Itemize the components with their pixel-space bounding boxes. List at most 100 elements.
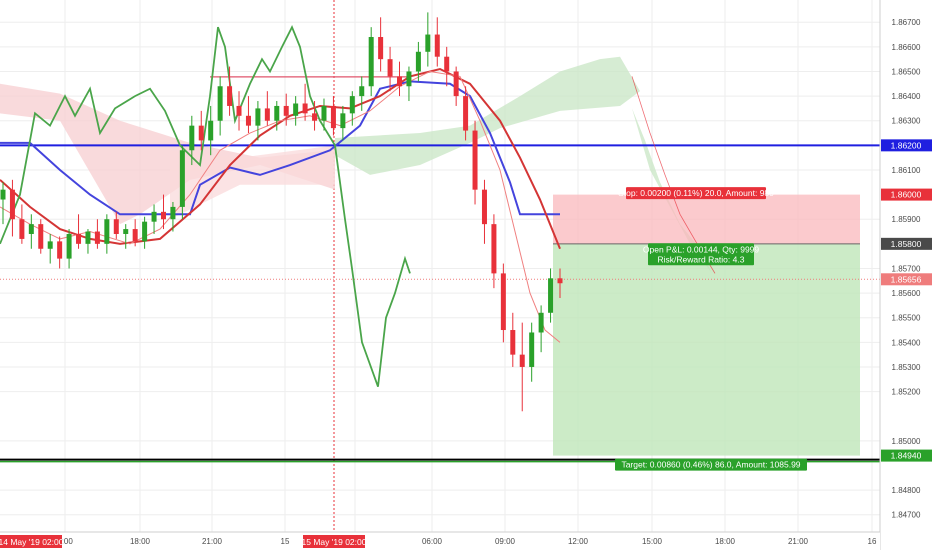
date-tag xyxy=(303,535,365,548)
pnl-label-box xyxy=(648,243,754,266)
candle-body xyxy=(123,229,129,234)
candle-body xyxy=(189,125,195,151)
date-tag-label: 14 May '19 02:00 xyxy=(0,537,64,547)
candle-body xyxy=(463,96,469,131)
price-tick-label: 1.85900 xyxy=(892,215,921,224)
position-labels: Stop: 0.00200 (0.11%) 20.0, Amount: 980 O… xyxy=(615,187,807,471)
date-tag-label: 15 May '19 02:00 xyxy=(302,537,367,547)
price-tag xyxy=(881,273,932,286)
candle-body xyxy=(444,56,450,72)
candle-body xyxy=(57,241,63,259)
price-tick-label: 1.86500 xyxy=(892,67,921,76)
candle-body xyxy=(330,105,336,129)
candle-body xyxy=(453,71,459,97)
candle-body xyxy=(132,229,138,242)
candle-body xyxy=(274,105,280,121)
candle-body xyxy=(227,86,233,106)
time-tick-label: 21:00 xyxy=(202,537,223,546)
candle-body xyxy=(538,312,544,333)
candle-body xyxy=(529,332,535,367)
candle-body xyxy=(472,130,478,190)
candle-body xyxy=(548,278,554,313)
target-label: Target: 0.00860 (0.46%) 86.0, Amount: 10… xyxy=(615,458,807,471)
target-zone xyxy=(553,243,860,456)
candle-body xyxy=(368,37,374,87)
time-axis: 5:0018:0021:001503:0006:0009:0012:0015:0… xyxy=(0,531,880,550)
price-tag-label: 1.86000 xyxy=(891,190,922,200)
time-tick-label: 16 xyxy=(868,537,877,546)
candle-body xyxy=(208,120,214,141)
cloud-area xyxy=(335,56,640,175)
candle-body xyxy=(28,224,34,234)
candle-body xyxy=(406,71,412,87)
price-tag-label: 1.85800 xyxy=(891,239,922,249)
target-label-box xyxy=(615,458,807,471)
time-tick-label: 18:00 xyxy=(715,537,736,546)
candle-body xyxy=(293,103,299,116)
candle-body xyxy=(255,108,261,126)
candle-body xyxy=(9,189,15,220)
candle-body xyxy=(217,86,223,121)
price-tag-label: 1.85656 xyxy=(891,274,922,284)
price-tick-label: 1.85400 xyxy=(892,338,921,347)
candles xyxy=(0,12,563,412)
candle-body xyxy=(19,219,25,239)
candle-body xyxy=(0,189,6,200)
candle-body xyxy=(160,211,166,220)
time-tick-label: 12:00 xyxy=(568,537,589,546)
pnl-label-text: Risk/Reward Ratio: 4.3 xyxy=(658,254,745,264)
price-tick-label: 1.85200 xyxy=(892,388,921,397)
stop-zone xyxy=(553,194,860,244)
chikou-line xyxy=(0,24,411,387)
time-tick-label: 21:00 xyxy=(788,537,809,546)
candle-body xyxy=(378,37,384,60)
candle-body xyxy=(510,330,516,355)
candle-body xyxy=(340,113,346,129)
candle-body xyxy=(321,105,327,121)
time-tick-label: 5:00 xyxy=(57,537,73,546)
candle-body xyxy=(387,59,393,77)
price-tag xyxy=(881,237,932,250)
candle-body xyxy=(359,86,365,97)
cloud-area xyxy=(0,83,335,225)
candle-body xyxy=(397,76,403,87)
candle-body xyxy=(85,231,91,244)
price-tag xyxy=(881,449,932,462)
price-tick-label: 1.86400 xyxy=(892,92,921,101)
price-tick-label: 1.85000 xyxy=(892,437,921,446)
price-tag-label: 1.84940 xyxy=(891,451,922,461)
price-tag xyxy=(881,188,932,201)
candle-body xyxy=(236,105,242,116)
candle-body xyxy=(179,150,185,207)
candle-body xyxy=(142,221,148,242)
price-tick-label: 1.85600 xyxy=(892,289,921,298)
candle-body xyxy=(500,273,506,331)
candle-body xyxy=(113,219,119,234)
candle-body xyxy=(76,233,82,244)
candle-body xyxy=(94,231,100,244)
candle-body xyxy=(557,278,563,284)
time-axis-bg xyxy=(0,532,880,550)
price-tick-label: 1.85500 xyxy=(892,314,921,323)
price-tick-label: 1.86300 xyxy=(892,117,921,126)
candle-body xyxy=(283,105,289,116)
price-tick-label: 1.84800 xyxy=(892,486,921,495)
stop-label: Stop: 0.00200 (0.11%) 20.0, Amount: 980 xyxy=(618,187,774,200)
price-tick-label: 1.85300 xyxy=(892,363,921,372)
candle-body xyxy=(264,108,270,121)
candle-body xyxy=(434,34,440,57)
candle-body xyxy=(312,113,318,121)
candle-body xyxy=(302,103,308,114)
time-tick-label: 06:00 xyxy=(422,537,443,546)
candle-body xyxy=(519,354,525,367)
price-tag xyxy=(881,139,932,152)
time-tick-label: 15 xyxy=(281,537,290,546)
target-label-text: Target: 0.00860 (0.46%) 86.0, Amount: 10… xyxy=(621,460,800,470)
time-tick-label: 09:00 xyxy=(495,537,516,546)
price-tick-label: 1.86700 xyxy=(892,18,921,27)
price-tick-label: 1.86600 xyxy=(892,43,921,52)
candle-body xyxy=(491,224,497,274)
candle-body xyxy=(425,34,431,52)
candle-body xyxy=(47,241,53,249)
